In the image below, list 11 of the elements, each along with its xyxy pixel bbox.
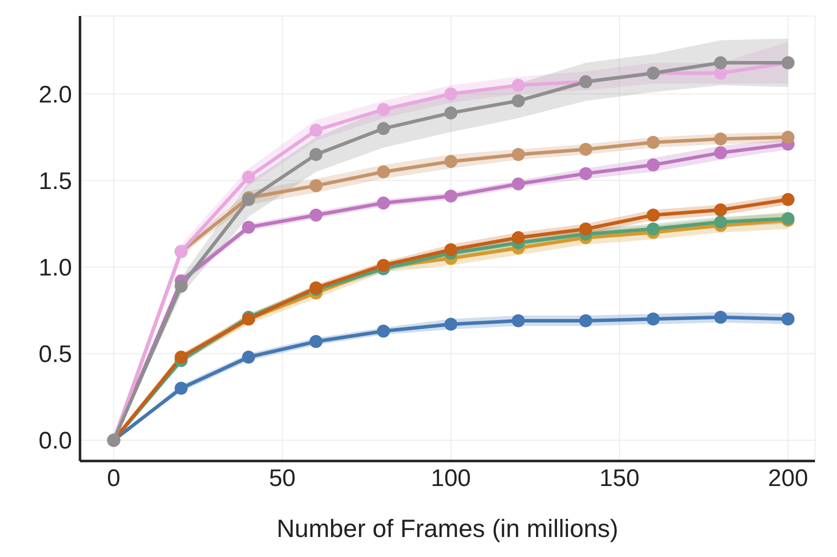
y-tick-label: 0.0 — [38, 428, 72, 455]
x-tick-label: 150 — [599, 465, 640, 492]
y-tick-label: 1.0 — [38, 254, 72, 282]
x-tick-label: 200 — [768, 465, 808, 492]
x-tick-label: 50 — [268, 465, 296, 492]
y-tick-label: 2.0 — [38, 81, 72, 108]
x-tick-label: 0 — [107, 465, 120, 492]
y-tick-label: 0.5 — [38, 341, 72, 368]
y-tick-label: 1.5 — [38, 168, 72, 196]
x-axis-title: Number of Frames (in millions) — [276, 514, 618, 543]
x-tick-label: 100 — [430, 465, 471, 492]
